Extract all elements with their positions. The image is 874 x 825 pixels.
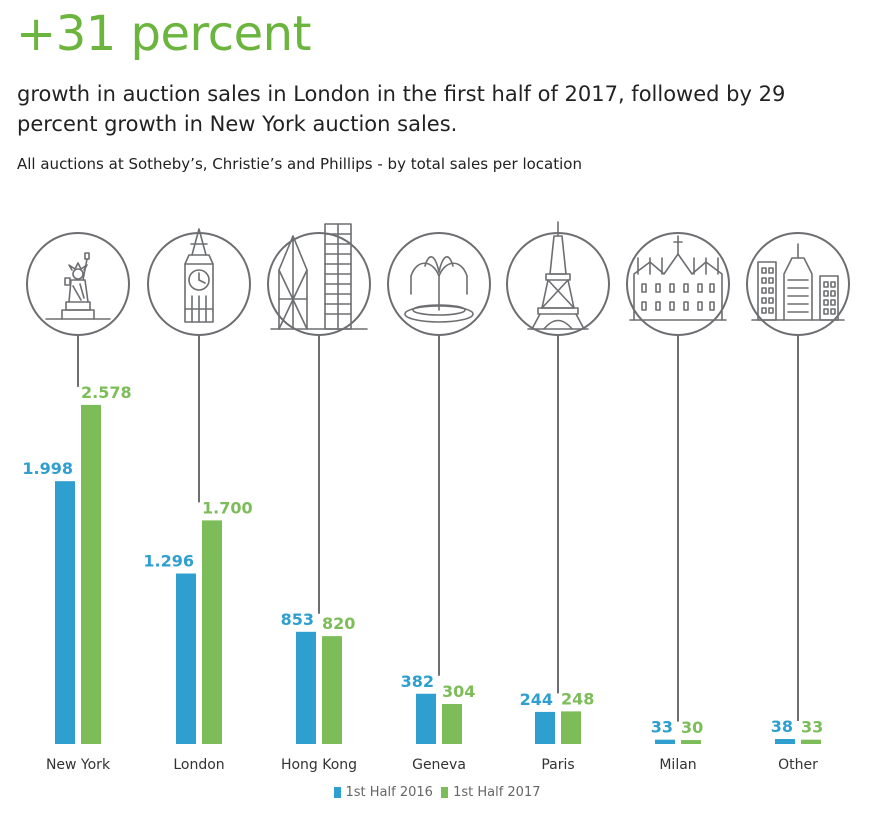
milan-cathedral-icon <box>629 235 727 321</box>
value-label-2017-milan: 30 <box>681 718 703 737</box>
category-label-paris: Paris <box>541 757 574 773</box>
big-ben-icon <box>184 228 214 323</box>
legend-label-2016: 1st Half 2016 <box>345 785 433 800</box>
icon-circle-new-york <box>26 232 130 336</box>
bar-2016-milan <box>655 739 675 744</box>
value-label-2017-hong-kong: 820 <box>322 614 355 633</box>
category-label-other: Other <box>778 757 818 773</box>
value-label-2016-geneva: 382 <box>401 672 434 691</box>
chart-caption: All auctions at Sotheby’s, Christie’s an… <box>17 155 582 173</box>
statue-of-liberty-icon <box>45 252 111 320</box>
subheadline: growth in auction sales in London in the… <box>17 82 786 136</box>
legend-swatch-2017 <box>441 787 449 798</box>
legend-item-2017: 1st Half 2017 <box>441 785 540 800</box>
legend-swatch-2016 <box>333 787 341 798</box>
legend-label-2017: 1st Half 2017 <box>453 785 541 800</box>
value-label-2016-paris: 244 <box>520 690 553 709</box>
bar-2017-london <box>202 520 222 744</box>
value-label-2017-geneva: 304 <box>442 682 475 701</box>
legend-item-2016: 1st Half 2016 <box>333 785 433 800</box>
bar-2016-geneva <box>416 693 436 744</box>
bar-2016-hong-kong <box>296 631 316 744</box>
bar-2016-new-york <box>55 481 75 744</box>
value-label-2017-london: 1.700 <box>202 498 253 517</box>
value-label-2016-other: 38 <box>771 717 793 736</box>
eiffel-tower-icon <box>527 221 589 330</box>
value-label-2016-hong-kong: 853 <box>281 610 314 629</box>
bar-2017-hong-kong <box>322 636 342 744</box>
icon-circle-london <box>147 232 251 336</box>
value-label-2016-london: 1.296 <box>143 552 194 571</box>
category-label-hong-kong: Hong Kong <box>281 757 357 773</box>
bar-chart: 1.998 2.578 New York 1.296 1.700 London 853 820… <box>22 221 850 773</box>
bar-2016-other <box>775 739 795 744</box>
value-label-2016-new-york: 1.998 <box>22 459 73 478</box>
city-buildings-icon <box>751 243 845 321</box>
bar-2017-new-york <box>81 404 101 744</box>
category-label-geneva: Geneva <box>412 757 466 773</box>
value-label-2017-other: 33 <box>801 718 823 737</box>
chart-legend: 1st Half 2016 1st Half 2017 <box>0 785 874 802</box>
bar-2016-paris <box>535 711 555 744</box>
headline: +31 percent <box>16 6 311 62</box>
bar-2016-london <box>176 573 196 744</box>
value-label-2017-new-york: 2.578 <box>81 383 132 402</box>
bar-2017-other <box>801 739 821 744</box>
category-label-new-york: New York <box>46 757 111 773</box>
category-label-london: London <box>173 757 224 773</box>
category-label-milan: Milan <box>659 757 696 773</box>
bar-2017-paris <box>561 711 581 744</box>
fountain-icon <box>404 256 474 323</box>
value-label-2017-paris: 248 <box>561 689 594 708</box>
hong-kong-skyline-icon <box>270 223 368 330</box>
bar-2017-geneva <box>442 704 462 744</box>
bar-2017-milan <box>681 740 701 744</box>
value-label-2016-milan: 33 <box>651 718 673 737</box>
icon-circle-milan <box>626 232 730 336</box>
